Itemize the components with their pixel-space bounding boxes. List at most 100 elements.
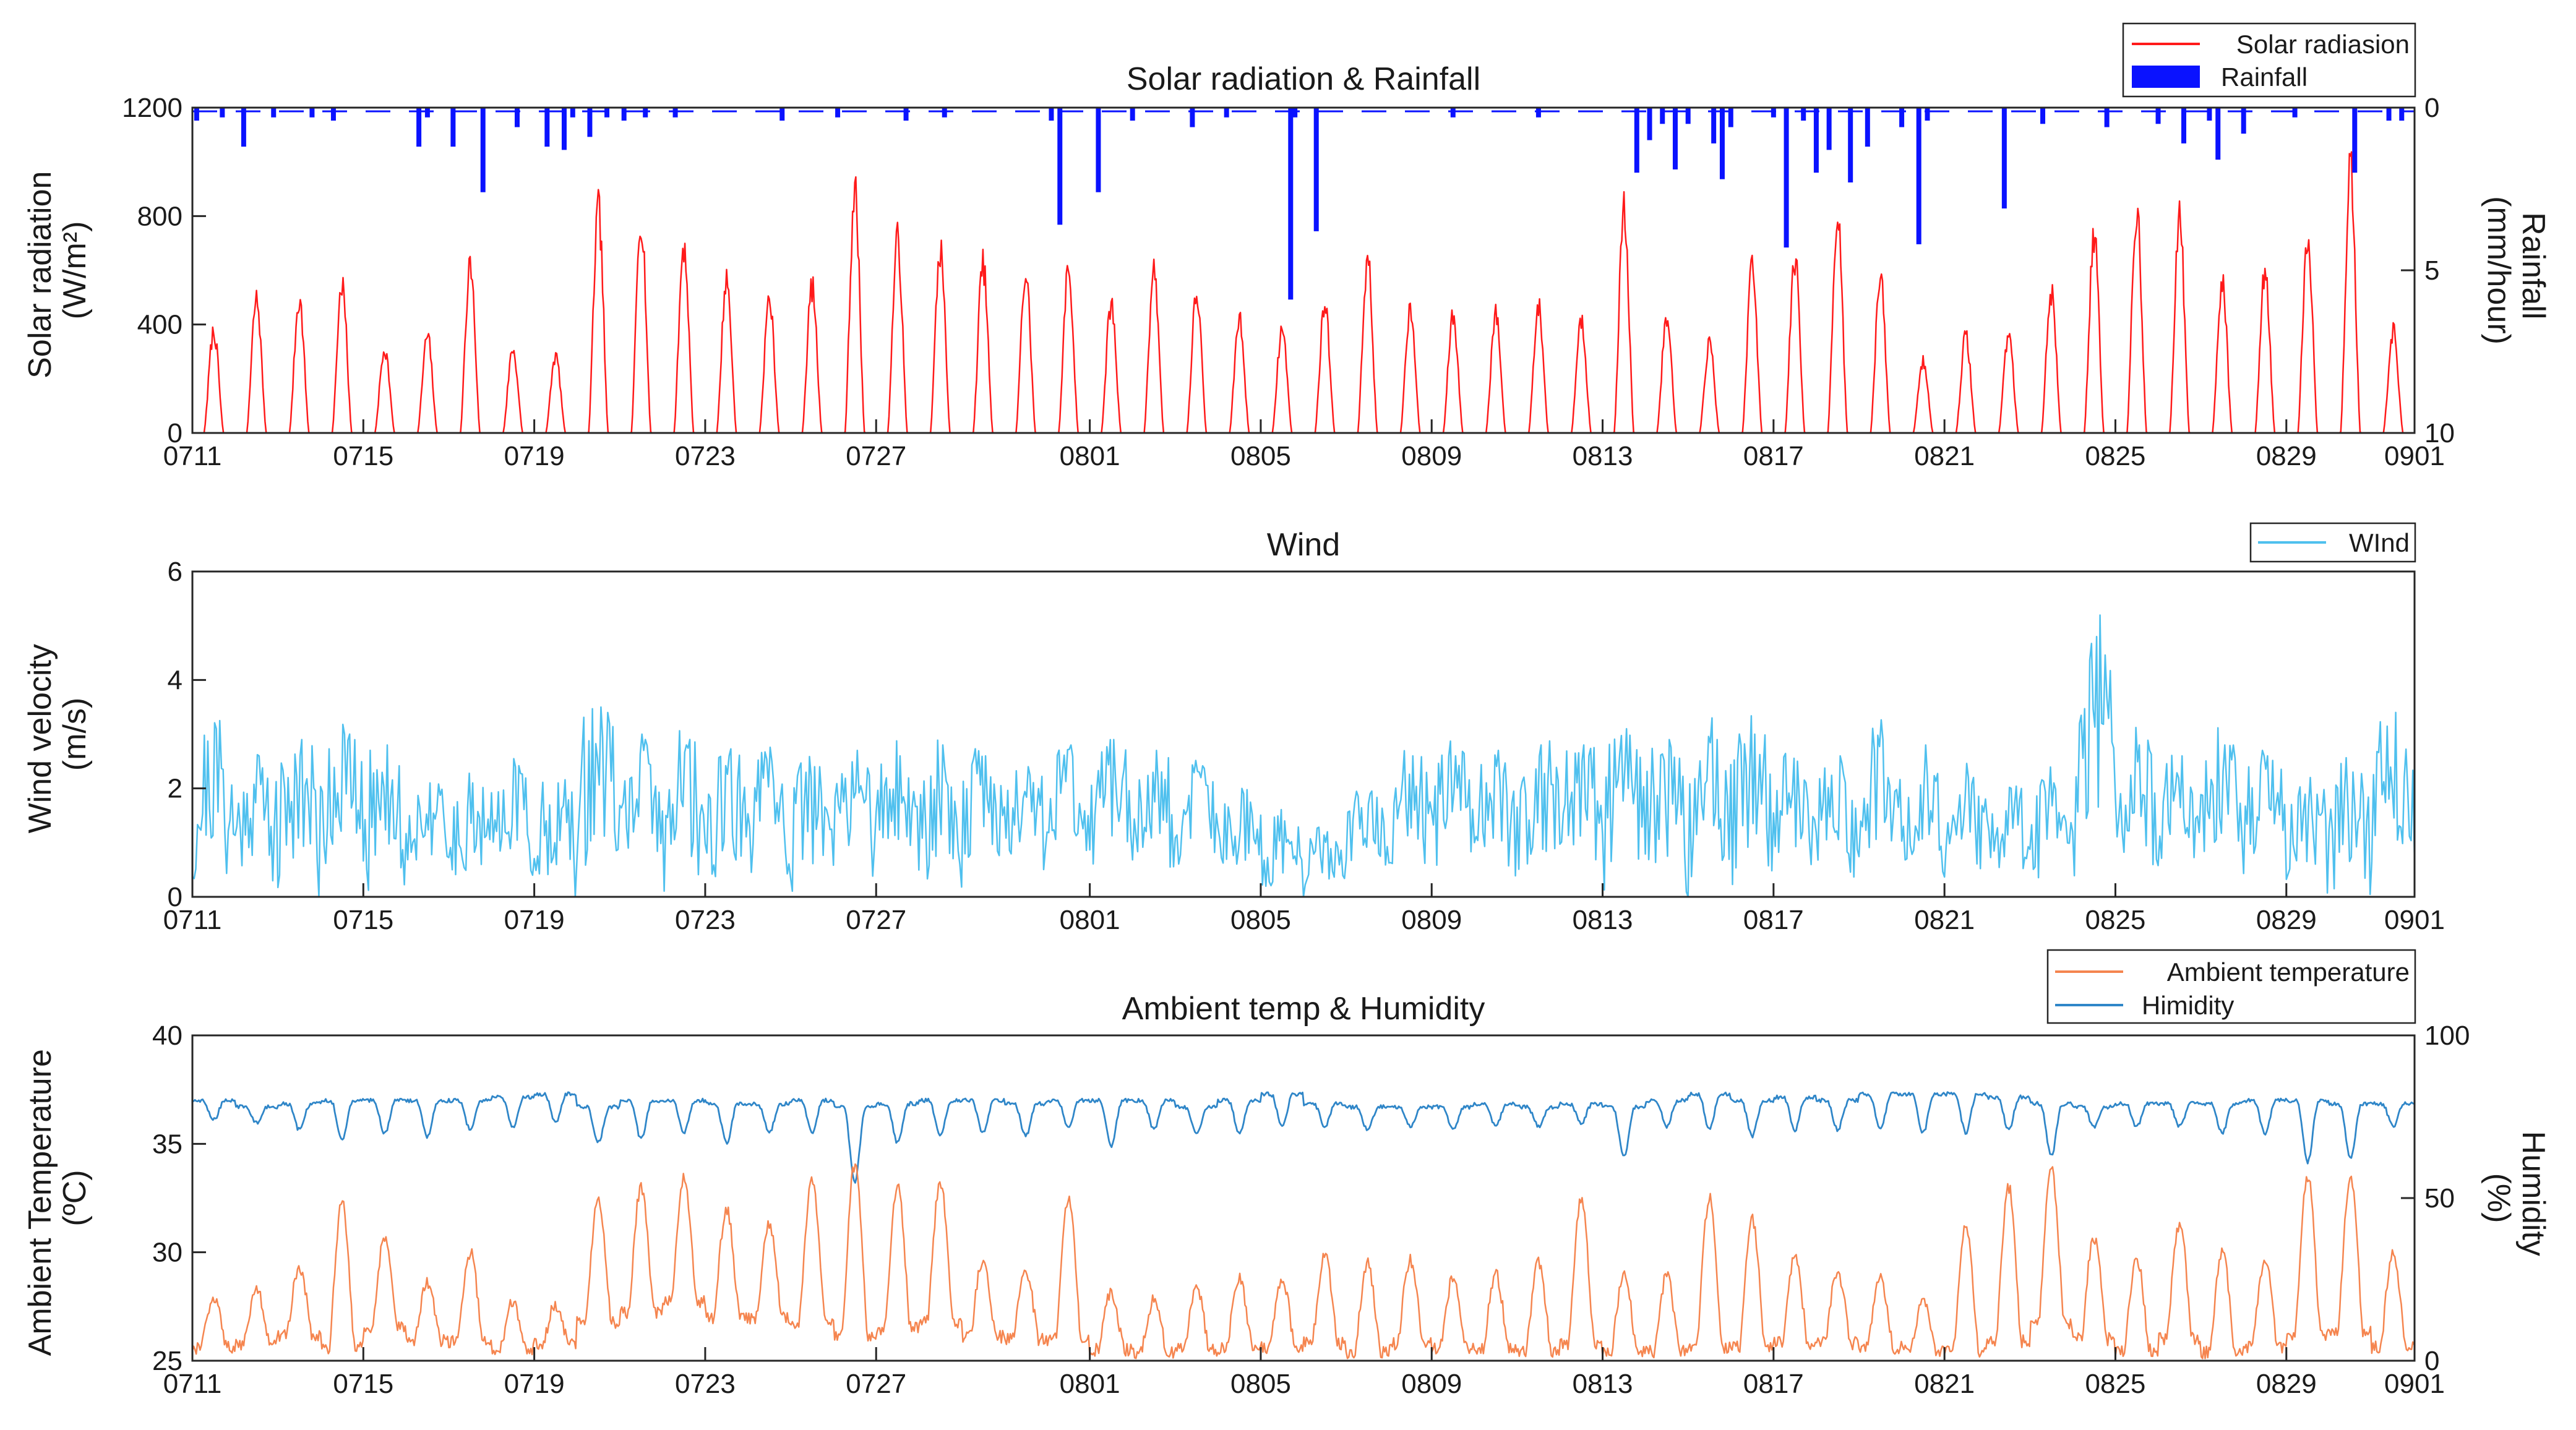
rainfall-bar bbox=[2155, 108, 2161, 124]
temp-humidity-panel: Ambient temp & Humidity 0711 0715 0719 0723… bbox=[22, 949, 2551, 1399]
y2-tick-label: 0 bbox=[2424, 93, 2439, 123]
y-axis-right: 0 5 10 bbox=[2401, 93, 2455, 448]
wind-panel: Wind 0711 0715 0719 0723 0727 0801 0805 0809 081… bbox=[22, 522, 2445, 935]
wind-line bbox=[192, 614, 2416, 898]
rainfall-bar bbox=[241, 108, 246, 147]
y-tick-label: 0 bbox=[168, 882, 182, 912]
x-axis: 0711 0715 0719 0723 0727 0801 0805 0809 0813 0817… bbox=[163, 883, 2445, 935]
x-tick-label: 0809 bbox=[1401, 905, 1462, 935]
rainfall-bar bbox=[450, 108, 456, 147]
rainfall-bar bbox=[194, 108, 199, 121]
plot-area bbox=[192, 614, 2416, 898]
rainfall-bar bbox=[2241, 108, 2246, 134]
chart-title: Ambient temp & Humidity bbox=[1122, 991, 1485, 1027]
x-tick-label: 0711 bbox=[163, 1369, 222, 1399]
x-tick-label: 0801 bbox=[1060, 1369, 1120, 1399]
rainfall-bar bbox=[2104, 108, 2110, 127]
legend-swatch-rainfall bbox=[2132, 66, 2200, 88]
legend-label-solar: Solar radiasion bbox=[2236, 30, 2410, 59]
rainfall-bar bbox=[2215, 108, 2221, 160]
x-tick-label: 0805 bbox=[1230, 1369, 1291, 1399]
x-tick-label: 0821 bbox=[1914, 905, 1975, 935]
legend: Ambient temperature Himidity bbox=[2046, 949, 2416, 1024]
x-tick-label: 0817 bbox=[1743, 905, 1804, 935]
legend-label-temperature: Ambient temperature bbox=[2167, 957, 2410, 987]
solar-rainfall-panel: Solar radiation & Rainfall 0711 0715 0719 0… bbox=[22, 22, 2551, 471]
chart-title: Wind bbox=[1267, 527, 1340, 563]
rainfall-bar bbox=[604, 108, 610, 118]
x-tick-label: 0901 bbox=[2384, 441, 2445, 471]
humidity-line bbox=[192, 1091, 2415, 1184]
rainfall-bar bbox=[271, 108, 277, 118]
x-tick-label: 0829 bbox=[2256, 905, 2317, 935]
rainfall-bar bbox=[835, 108, 841, 118]
y2-tick-label: 5 bbox=[2424, 255, 2439, 286]
x-tick-label: 0825 bbox=[2085, 905, 2146, 935]
y2-tick-label: 10 bbox=[2424, 418, 2455, 448]
rainfall-bar bbox=[2040, 108, 2046, 124]
y2-axis-label: Humidity (%) bbox=[2481, 1131, 2551, 1265]
x-tick-label: 0805 bbox=[1230, 905, 1291, 935]
x-tick-label: 0801 bbox=[1060, 441, 1120, 471]
rainfall-bar bbox=[1865, 108, 1870, 147]
rainfall-bar bbox=[330, 108, 336, 121]
x-tick-label: 0813 bbox=[1573, 441, 1633, 471]
x-tick-label: 0817 bbox=[1743, 441, 1804, 471]
x-tick-label: 0901 bbox=[2384, 1369, 2445, 1399]
x-tick-label: 0719 bbox=[504, 1369, 565, 1399]
x-tick-label: 0719 bbox=[504, 441, 565, 471]
x-tick-label: 0821 bbox=[1914, 441, 1975, 471]
y-tick-label: 6 bbox=[168, 557, 182, 587]
x-tick-label: 0719 bbox=[504, 905, 565, 935]
rainfall-bar bbox=[1647, 108, 1652, 140]
x-tick-label: 0711 bbox=[163, 441, 222, 471]
x-tick-label: 0723 bbox=[675, 1369, 736, 1399]
legend-label-humidity: Himidity bbox=[2142, 991, 2234, 1020]
rainfall-bar bbox=[1535, 108, 1541, 118]
rainfall-bar bbox=[2001, 108, 2007, 209]
rainfall-bar bbox=[779, 108, 785, 121]
x-tick-label: 0723 bbox=[675, 905, 736, 935]
rainfall-bar bbox=[1672, 108, 1678, 169]
rainfall-bar bbox=[621, 108, 627, 121]
x-tick-label: 0813 bbox=[1573, 1369, 1633, 1399]
y-axis-label: Solar radiation (W/m²) bbox=[22, 162, 93, 379]
rainfall-bar bbox=[1719, 108, 1725, 179]
y-tick-label: 40 bbox=[152, 1021, 182, 1051]
x-tick-label: 0821 bbox=[1914, 1369, 1975, 1399]
rainfall-bar bbox=[514, 108, 520, 127]
x-tick-label: 0715 bbox=[333, 1369, 393, 1399]
rainfall-bar bbox=[1057, 108, 1063, 225]
x-tick-label: 0809 bbox=[1401, 441, 1462, 471]
y-axis-left: 0 400 800 1200 bbox=[122, 93, 206, 448]
y-tick-label: 4 bbox=[168, 665, 182, 695]
y-tick-label: 30 bbox=[152, 1238, 182, 1268]
x-tick-label: 0727 bbox=[846, 1369, 906, 1399]
rainfall-bar bbox=[2207, 108, 2212, 121]
x-tick-label: 0727 bbox=[846, 441, 906, 471]
x-tick-label: 0711 bbox=[163, 905, 222, 935]
rainfall-bar bbox=[2352, 108, 2358, 173]
rainfall-bar bbox=[2386, 108, 2392, 121]
x-tick-label: 0813 bbox=[1573, 905, 1633, 935]
y-axis-left: 25 30 35 40 bbox=[152, 1021, 206, 1376]
ambient-temperature-line bbox=[191, 1163, 2415, 1359]
axes-frame bbox=[191, 1034, 2416, 1362]
y-tick-label: 800 bbox=[137, 201, 182, 231]
rainfall-bar bbox=[1224, 108, 1229, 118]
legend-label-rainfall: Rainfall bbox=[2221, 62, 2308, 92]
legend: Solar radiasion Rainfall bbox=[2122, 22, 2416, 98]
rainfall-bar bbox=[424, 108, 430, 118]
rainfall-bar bbox=[1634, 108, 1639, 173]
rainfall-bar bbox=[942, 108, 947, 118]
rainfall-bar bbox=[1784, 108, 1789, 248]
x-tick-label: 0829 bbox=[2256, 1369, 2317, 1399]
rainfall-bar bbox=[544, 108, 550, 147]
legend: WInd bbox=[2249, 522, 2416, 563]
rainfall-bar bbox=[1771, 108, 1776, 118]
rainfall-bar bbox=[1711, 108, 1717, 143]
rainfall-bar bbox=[1813, 108, 1819, 173]
rainfall-bar bbox=[1130, 108, 1135, 121]
rainfall-bar bbox=[1728, 108, 1733, 127]
rainfall-bar bbox=[1826, 108, 1832, 150]
